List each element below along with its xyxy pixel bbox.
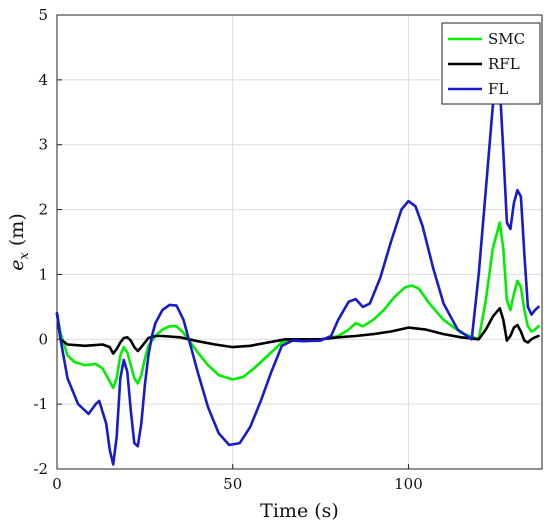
legend-label-smc: SMC: [488, 30, 525, 48]
x-axis-label: Time (s): [260, 500, 339, 522]
y-tick-label: 3: [38, 136, 48, 154]
y-axis-label-text: ex (m): [6, 213, 32, 270]
y-axis-label: ex (m): [6, 213, 32, 270]
y-tick-label: 4: [38, 71, 48, 89]
series-line-smc: [55, 221, 540, 390]
y-tick-label: 5: [38, 6, 48, 24]
y-tick-label: -2: [33, 460, 48, 478]
legend-label-fl: FL: [488, 80, 508, 98]
x-tick-label: 100: [394, 475, 423, 493]
x-tick-label: 0: [52, 475, 62, 493]
axis-ticks: 0 50 100 -2 -1 0 1 2 3 4 5: [33, 6, 422, 493]
y-tick-label: 1: [38, 265, 48, 283]
plot-frame: [56, 14, 543, 470]
y-tick-label: 0: [38, 330, 48, 348]
series-line-rfl: [55, 306, 540, 355]
x-tick-label: 50: [223, 475, 242, 493]
y-tick-label: -1: [33, 395, 48, 413]
legend-label-rfl: RFL: [488, 55, 520, 73]
y-tick-label: 2: [38, 201, 48, 219]
legend: SMC RFL FL: [441, 22, 541, 105]
